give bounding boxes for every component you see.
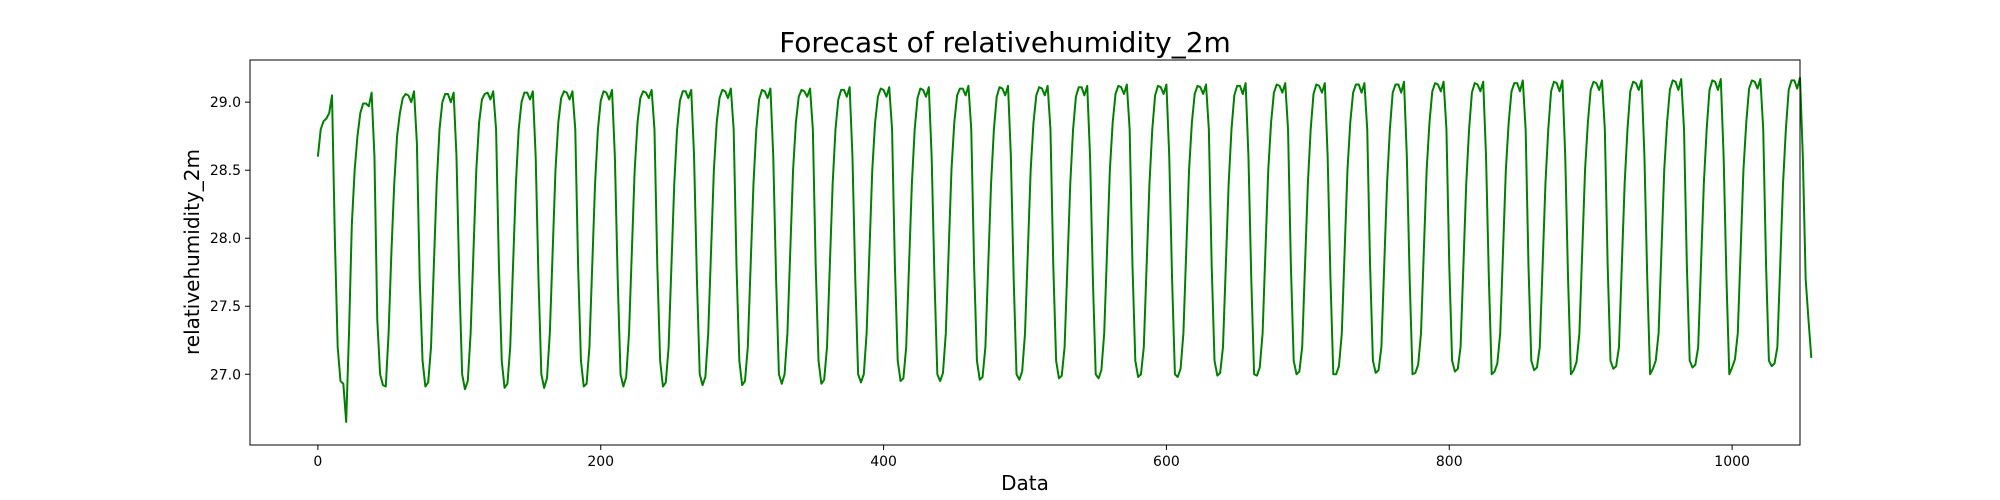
y-axis-ticks: 27.0 27.5 28.0 28.5 29.0: [210, 95, 250, 383]
x-tick-label: 600: [1153, 454, 1180, 470]
plot-frame: [249, 59, 1801, 446]
x-tick-label: 200: [587, 454, 614, 470]
x-tick-label: 1000: [1714, 454, 1750, 470]
y-tick-label: 29.0: [210, 95, 241, 111]
x-axis-ticks: 0 200 400 600 800 1000: [313, 445, 1750, 470]
x-tick-label: 400: [870, 454, 897, 470]
x-axis-label: Data: [1001, 471, 1049, 495]
y-axis-label: relativehumidity_2m: [180, 149, 204, 355]
y-tick-label: 28.5: [210, 163, 241, 179]
y-tick-label: 27.0: [210, 367, 241, 383]
series-line-relativehumidity-2m: [316, 76, 1813, 423]
x-tick-label: 800: [1436, 454, 1463, 470]
y-tick-label: 28.0: [210, 231, 241, 247]
x-tick-label: 0: [313, 454, 322, 470]
plot-area: [316, 76, 1813, 423]
chart-title: Forecast of relativehumidity_2m: [779, 26, 1231, 59]
y-tick-label: 27.5: [210, 299, 241, 315]
